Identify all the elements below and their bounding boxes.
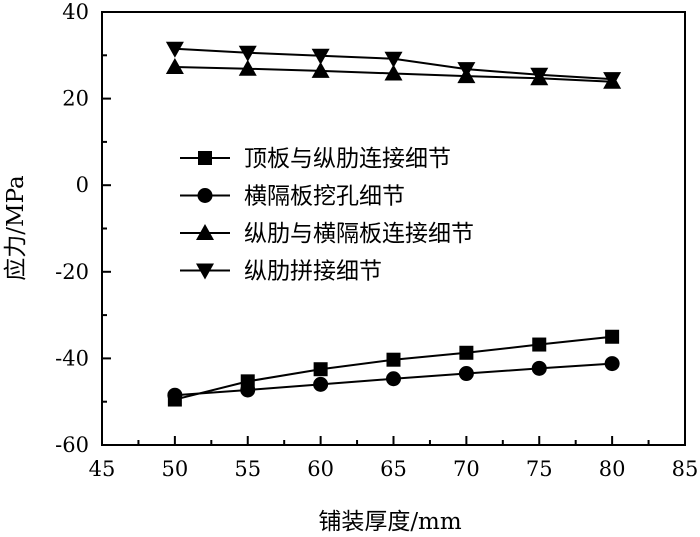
- data-point: [458, 366, 474, 382]
- data-point: [313, 362, 328, 377]
- data-point: [459, 345, 474, 360]
- data-point: [165, 57, 184, 74]
- y-tick-label: 20: [62, 87, 89, 111]
- legend-label: 纵肋拼接细节: [244, 259, 382, 285]
- data-point: [386, 371, 401, 387]
- legend-marker: [196, 224, 214, 240]
- data-point: [167, 387, 183, 403]
- legend-entry-2: 横隔板挖孔细节: [180, 184, 405, 210]
- data-point: [531, 360, 547, 376]
- data-point: [386, 352, 401, 367]
- legend-label: 纵肋与横隔板连接细节: [244, 221, 474, 247]
- y-tick-label: 40: [62, 0, 89, 24]
- data-point: [313, 376, 329, 392]
- data-point: [457, 62, 476, 79]
- x-tick-label: 55: [234, 457, 261, 481]
- legend-entry-3: 纵肋与横隔板连接细节: [180, 221, 474, 247]
- y-tick-label: -40: [55, 346, 89, 370]
- data-point: [311, 61, 330, 78]
- legend-marker: [197, 188, 213, 203]
- legend-marker: [198, 151, 212, 165]
- data-point: [165, 41, 184, 58]
- data-point: [384, 51, 403, 68]
- legend-entry-4: 纵肋拼接细节: [180, 259, 382, 285]
- data-point: [238, 59, 257, 76]
- data-point: [238, 45, 257, 62]
- data-point: [532, 337, 547, 352]
- data-point: [240, 382, 256, 398]
- y-axis-title: 应力/MPa: [3, 175, 29, 281]
- legend-label: 横隔板挖孔细节: [244, 184, 405, 210]
- x-axis-title: 铺装厚度/mm: [318, 509, 462, 535]
- series-2: [167, 356, 620, 403]
- legend-label: 顶板与纵肋连接细节: [244, 146, 451, 172]
- x-tick-label: 70: [453, 457, 480, 481]
- y-tick-label: -60: [55, 433, 89, 457]
- y-tick-label: -20: [55, 260, 89, 284]
- data-point: [605, 329, 620, 344]
- x-tick-label: 60: [307, 457, 334, 481]
- series-layer: [165, 41, 622, 407]
- legend-entry-1: 顶板与纵肋连接细节: [180, 146, 451, 172]
- x-tick-label: 75: [526, 457, 553, 481]
- data-point: [384, 64, 403, 81]
- data-point: [603, 72, 622, 89]
- x-tick-label: 45: [89, 457, 116, 481]
- data-point: [311, 48, 330, 65]
- x-tick-label: 50: [162, 457, 189, 481]
- ticks: 45 50 55 60 65 70 75 80 85 -60 -40 -20 0 20 40: [55, 0, 698, 481]
- x-tick-label: 65: [380, 457, 407, 481]
- x-tick-label: 85: [672, 457, 699, 481]
- y-tick-label: 0: [76, 173, 89, 197]
- series-4: [165, 41, 622, 89]
- data-point: [530, 67, 549, 84]
- data-point: [604, 356, 620, 372]
- x-tick-label: 80: [599, 457, 626, 481]
- legend-marker: [196, 263, 214, 280]
